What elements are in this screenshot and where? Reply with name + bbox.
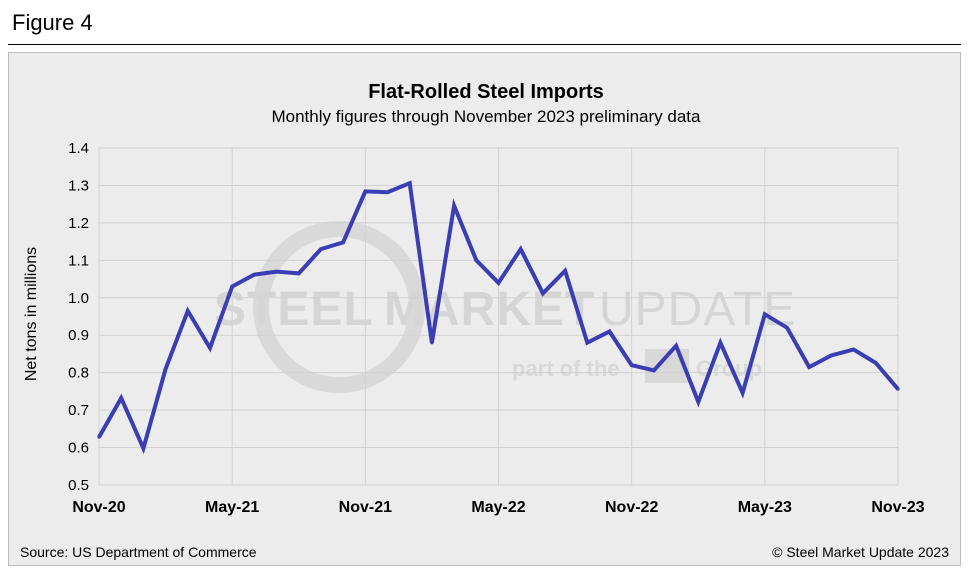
chart-title: Flat-Rolled Steel Imports bbox=[368, 81, 604, 103]
chart-subtitle: Monthly figures through November 2023 pr… bbox=[271, 107, 701, 126]
watermark-word-1: STEEL bbox=[214, 283, 374, 336]
x-tick-label: May-22 bbox=[471, 499, 525, 516]
data-point bbox=[496, 281, 501, 285]
y-tick-label: 1.2 bbox=[68, 215, 89, 232]
data-point bbox=[163, 367, 168, 371]
data-point bbox=[319, 247, 323, 251]
data-point bbox=[896, 387, 900, 391]
figure-label: Figure 4 bbox=[12, 10, 93, 35]
watermark-tagline: part of the bbox=[512, 356, 620, 381]
data-point bbox=[541, 291, 545, 295]
y-axis-label: Net tons in millions bbox=[23, 247, 40, 381]
y-tick-label: 0.9 bbox=[68, 327, 89, 344]
y-tick-label: 0.6 bbox=[68, 440, 89, 457]
data-point bbox=[785, 326, 789, 330]
data-point bbox=[230, 284, 234, 289]
data-point bbox=[718, 341, 723, 345]
x-tick-label: May-21 bbox=[205, 499, 259, 516]
data-point bbox=[519, 247, 523, 251]
data-point bbox=[630, 363, 634, 367]
data-point bbox=[341, 240, 345, 244]
x-tick-label: May-23 bbox=[738, 499, 792, 516]
y-tick-label: 1.1 bbox=[68, 252, 89, 269]
chart-svg: STEEL MARKET UPDATE part of the Group Fl… bbox=[20, 81, 949, 560]
y-tick-label: 1.3 bbox=[68, 177, 89, 194]
chart-panel: STEEL MARKET UPDATE part of the Group Fl… bbox=[8, 52, 961, 566]
data-point bbox=[119, 396, 123, 400]
data-point bbox=[607, 329, 612, 334]
data-point bbox=[363, 189, 367, 194]
data-point bbox=[97, 435, 101, 439]
data-point bbox=[452, 204, 456, 208]
data-point bbox=[741, 391, 745, 395]
data-point bbox=[252, 272, 256, 277]
data-point bbox=[141, 446, 145, 450]
data-point bbox=[852, 347, 856, 352]
watermark-circle-icon bbox=[253, 221, 425, 393]
data-point bbox=[208, 346, 212, 350]
data-point bbox=[829, 353, 834, 358]
data-point bbox=[186, 309, 190, 313]
data-point bbox=[385, 190, 390, 194]
x-tick-label: Nov-20 bbox=[72, 499, 125, 516]
data-point bbox=[408, 181, 412, 185]
data-point bbox=[674, 344, 678, 348]
source-note: Source: US Department of Commerce bbox=[20, 544, 257, 560]
data-point bbox=[874, 361, 878, 365]
y-tick-label: 1.0 bbox=[68, 290, 89, 307]
data-point bbox=[763, 312, 767, 316]
y-tick-label: 0.7 bbox=[68, 402, 89, 419]
plot-area-border bbox=[98, 147, 899, 486]
copyright-note: © Steel Market Update 2023 bbox=[772, 544, 949, 560]
data-point bbox=[474, 258, 478, 262]
x-tick-label: Nov-23 bbox=[871, 499, 924, 516]
data-point bbox=[430, 341, 434, 345]
data-point bbox=[297, 271, 301, 276]
watermark-word-2: MARKET bbox=[384, 283, 595, 336]
x-tick-label: Nov-22 bbox=[605, 499, 658, 516]
watermark: STEEL MARKET UPDATE part of the Group bbox=[214, 221, 796, 393]
data-point bbox=[807, 365, 811, 369]
data-point bbox=[563, 269, 567, 273]
watermark-word-3: UPDATE bbox=[599, 283, 796, 336]
data-point bbox=[585, 341, 589, 345]
y-tick-label: 0.5 bbox=[68, 477, 89, 494]
data-point bbox=[274, 269, 279, 274]
x-tick-label: Nov-21 bbox=[339, 499, 392, 516]
y-tick-label: 1.4 bbox=[68, 140, 89, 157]
figure-divider bbox=[8, 44, 961, 45]
data-point bbox=[696, 400, 700, 404]
data-point bbox=[652, 368, 656, 373]
y-tick-label: 0.8 bbox=[68, 365, 89, 382]
